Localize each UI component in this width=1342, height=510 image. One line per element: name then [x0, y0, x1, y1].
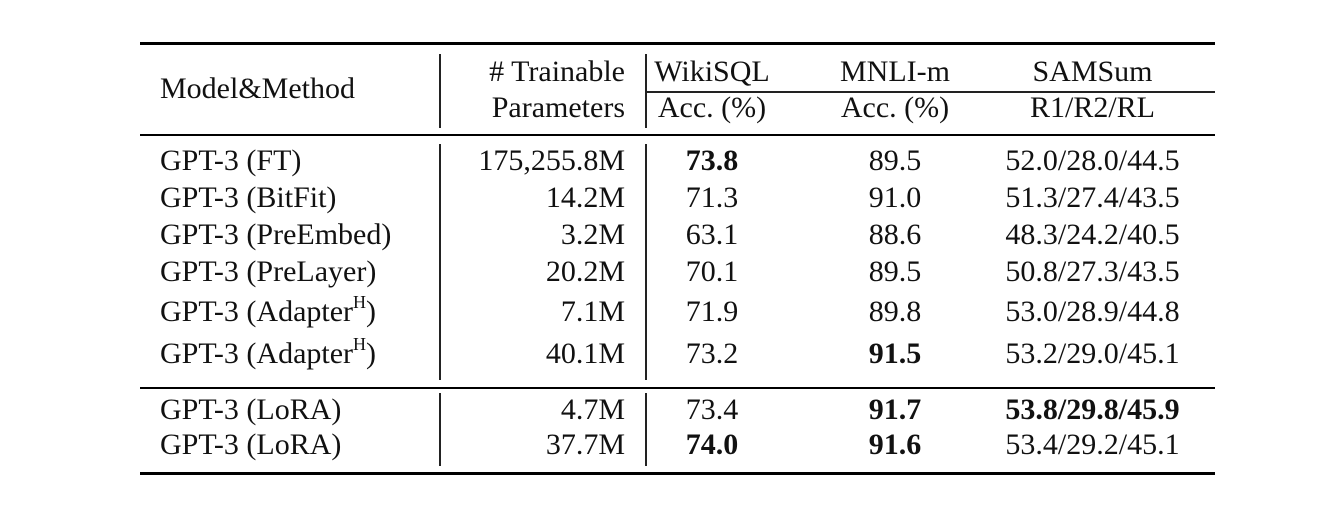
divider [645, 144, 647, 380]
cell-mnli: 91.6 [868, 428, 922, 461]
cell-params: 4.7M [560, 393, 625, 426]
cell-wikisql: 70.1 [685, 255, 739, 288]
header-samsum-metric: R1/R2/RL [1029, 91, 1156, 124]
model-name-suffix: ) [366, 295, 377, 328]
table-bottom-rule [140, 472, 1215, 475]
cell-params: 20.2M [545, 255, 625, 288]
model-superscript: H [353, 334, 367, 354]
cell-mnli: 88.6 [868, 218, 922, 251]
divider [439, 144, 441, 380]
cell-wikisql: 71.9 [685, 295, 739, 328]
cell-params: 40.1M [545, 337, 625, 370]
cell-wikisql: 63.1 [685, 218, 739, 251]
cell-mnli: 91.5 [868, 337, 922, 370]
cell-wikisql: 73.8 [685, 144, 739, 177]
cell-samsum: 53.4/29.2/45.1 [1005, 428, 1180, 461]
cell-wikisql: 73.2 [685, 337, 739, 370]
cell-samsum: 53.0/28.9/44.8 [1005, 295, 1180, 328]
table-top-rule [140, 42, 1215, 45]
cell-mnli: 89.8 [868, 295, 922, 328]
divider [645, 393, 647, 466]
model-superscript: H [353, 292, 367, 312]
header-rule [140, 134, 1215, 136]
cell-mnli: 91.7 [868, 393, 922, 426]
header-wikisql-metric: Acc. (%) [657, 91, 767, 124]
cell-params: 3.2M [560, 218, 625, 251]
cell-wikisql: 74.0 [685, 428, 739, 461]
cell-samsum: 53.2/29.0/45.1 [1005, 337, 1180, 370]
model-name: GPT-3 (Adapter [160, 337, 354, 370]
header-mnli-metric: Acc. (%) [840, 91, 950, 124]
model-name-suffix: ) [366, 337, 377, 370]
cell-params: 7.1M [560, 295, 625, 328]
header-model-method: Model&Method [160, 72, 355, 105]
cell-model: GPT-3 (AdapterH) [160, 292, 377, 330]
cell-mnli: 89.5 [868, 144, 922, 177]
cell-wikisql: 73.4 [685, 393, 739, 426]
header-wikisql: WikiSQL [654, 55, 770, 88]
cell-model: GPT-3 (BitFit) [160, 181, 337, 214]
header-trainable-line1: # Trainable [489, 55, 625, 88]
header-trainable-line2: Parameters [491, 91, 625, 124]
cell-mnli: 89.5 [868, 255, 922, 288]
cell-model: GPT-3 (LoRA) [160, 428, 342, 461]
model-name: GPT-3 (Adapter [160, 295, 354, 328]
cell-samsum: 52.0/28.0/44.5 [1005, 144, 1180, 177]
cell-samsum: 53.8/29.8/45.9 [1005, 393, 1180, 426]
cell-params: 14.2M [545, 181, 625, 214]
cell-wikisql: 71.3 [685, 181, 739, 214]
cell-model: GPT-3 (PreEmbed) [160, 218, 392, 251]
cell-samsum: 50.8/27.3/43.5 [1005, 255, 1180, 288]
cell-params: 175,255.8M [478, 144, 625, 177]
divider [439, 54, 441, 128]
cell-samsum: 48.3/24.2/40.5 [1005, 218, 1180, 251]
header-subrule [645, 91, 1215, 93]
cell-model: GPT-3 (LoRA) [160, 393, 342, 426]
cell-model: GPT-3 (PreLayer) [160, 255, 377, 288]
divider [439, 393, 441, 466]
cell-model: GPT-3 (FT) [160, 144, 302, 177]
header-samsum: SAMSum [1032, 55, 1153, 88]
cell-samsum: 51.3/27.4/43.5 [1005, 181, 1180, 214]
cell-model: GPT-3 (AdapterH) [160, 334, 377, 372]
cell-mnli: 91.0 [868, 181, 922, 214]
divider [645, 54, 647, 128]
section-rule [140, 387, 1215, 389]
header-mnli: MNLI-m [840, 55, 950, 88]
cell-params: 37.7M [545, 428, 625, 461]
